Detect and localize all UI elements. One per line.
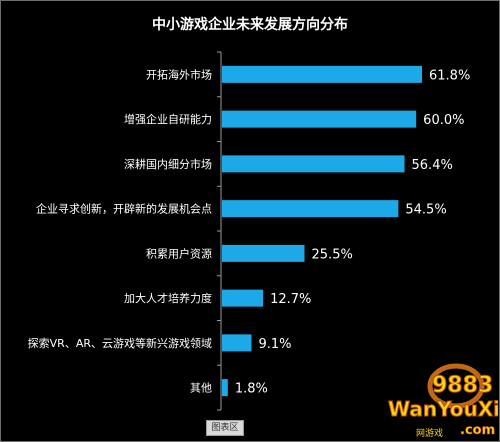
bar xyxy=(222,110,417,128)
category-label: 开拓海外市场 xyxy=(146,67,212,81)
bar xyxy=(222,155,405,173)
data-label: 25.5% xyxy=(312,247,353,262)
data-label: 54.5% xyxy=(405,203,446,218)
data-label: 61.8% xyxy=(429,68,470,83)
data-label: 12.7% xyxy=(270,292,311,307)
bar xyxy=(222,244,305,262)
svg-text:.com: .com xyxy=(460,423,495,438)
bar xyxy=(222,334,252,352)
category-label: 探索VR、AR、云游戏等新兴游戏领域 xyxy=(28,336,212,350)
svg-text:网游戏: 网游戏 xyxy=(416,427,443,439)
category-label: 加大人才培养力度 xyxy=(124,291,212,305)
category-label: 积累用户资源 xyxy=(146,246,212,260)
data-label: 1.8% xyxy=(235,382,268,397)
bar xyxy=(222,379,228,397)
watermark-logo: 9883 WanYouXi .com 网游戏 xyxy=(388,363,498,439)
bar xyxy=(222,200,399,218)
bar xyxy=(222,65,422,83)
data-label: 60.0% xyxy=(423,113,464,128)
chart-title: 中小游戏企业未来发展方向分布 xyxy=(152,17,348,33)
category-label: 其他 xyxy=(190,382,212,395)
data-label: 9.1% xyxy=(258,337,291,352)
category-label: 增强企业自研能力 xyxy=(124,112,212,126)
category-label: 企业寻求创新，开辟新的发展机会点 xyxy=(36,202,212,216)
bar xyxy=(222,289,264,307)
data-label: 56.4% xyxy=(412,158,453,173)
category-label: 深耕国内细分市场 xyxy=(124,157,212,171)
svg-text:9883: 9883 xyxy=(432,373,493,398)
svg-text:WanYouXi: WanYouXi xyxy=(388,397,498,421)
chart-area-tab[interactable]: 图表区 xyxy=(206,420,244,436)
